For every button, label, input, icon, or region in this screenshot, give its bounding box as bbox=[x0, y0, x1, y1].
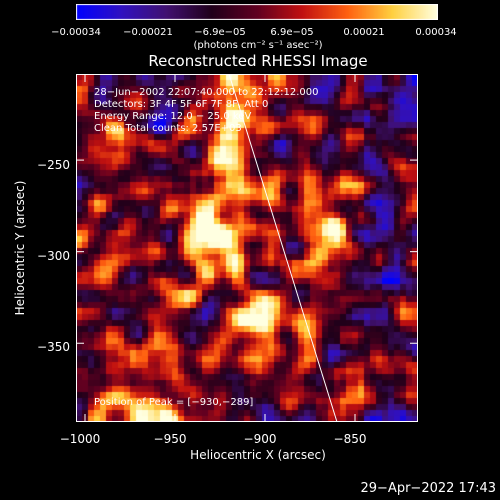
y-tick-label: −300 bbox=[37, 249, 70, 263]
y-tick-label: −350 bbox=[37, 340, 70, 354]
colorbar-tick: −0.00021 bbox=[123, 27, 173, 38]
plot-overlay bbox=[76, 74, 418, 422]
y-axis-label: Heliocentric Y (arcsec) bbox=[13, 180, 27, 316]
x-tick-label: −850 bbox=[333, 432, 367, 446]
annotation-clean: Clean Total counts: 2.57E+03 bbox=[94, 123, 242, 134]
colorbar-tick: 0.00021 bbox=[343, 27, 385, 38]
x-tick-label: −900 bbox=[243, 432, 277, 446]
axis-ticks bbox=[76, 74, 418, 422]
x-tick-label: −1000 bbox=[59, 432, 101, 446]
x-axis-label: Heliocentric X (arcsec) bbox=[190, 448, 326, 462]
colorbar-tick: 6.9e−05 bbox=[270, 27, 314, 38]
annotation-detectors: Detectors: 3F 4F 5F 6F 7F 8F, Att 0 bbox=[94, 99, 269, 110]
colorbar-tick: −6.9e−05 bbox=[194, 27, 246, 38]
annotation-time: 28−Jun−2002 22:07:40.000 to 22:12:12.000 bbox=[94, 87, 319, 98]
plot-frame bbox=[76, 74, 418, 422]
peak-position: Position of Peak = [−930,−289] bbox=[94, 397, 254, 408]
colorbar-tick: 0.00034 bbox=[415, 27, 457, 38]
plot-title: Reconstructed RHESSI Image bbox=[148, 52, 368, 70]
solar-limb-line bbox=[228, 74, 338, 422]
colorbar-tick: −0.00034 bbox=[51, 27, 101, 38]
x-tick-label: −950 bbox=[153, 432, 187, 446]
y-tick-label: −250 bbox=[37, 158, 70, 172]
annotation-energy: Energy Range: 12.0 − 25.0 keV bbox=[94, 111, 252, 122]
colorbar-unit: (photons cm⁻² s⁻¹ asec⁻²) bbox=[193, 40, 323, 51]
colorbar bbox=[76, 4, 438, 20]
timestamp: 29−Apr−2022 17:43 bbox=[360, 481, 497, 496]
